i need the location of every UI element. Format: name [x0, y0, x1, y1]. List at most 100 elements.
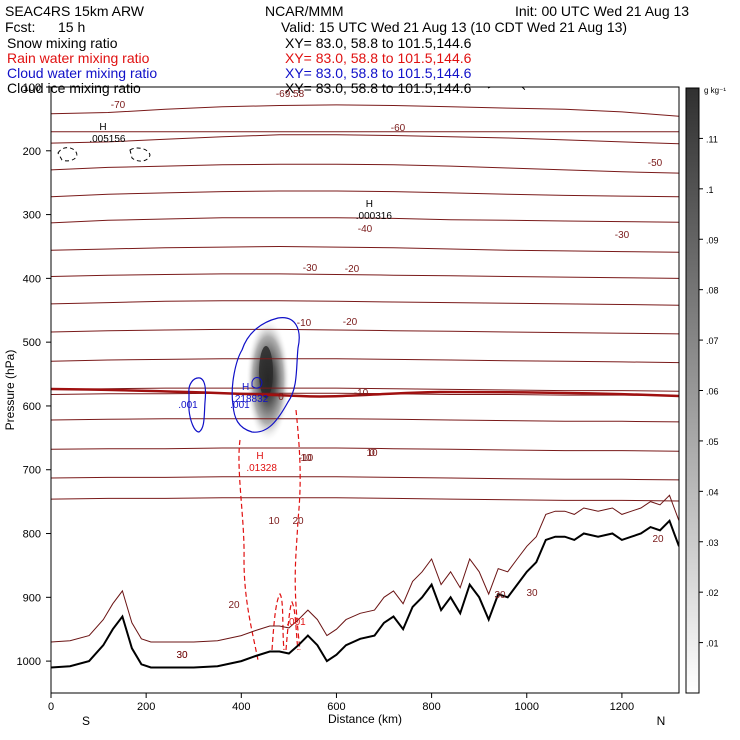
colorbar-tick-label: .08	[706, 286, 719, 296]
extremum-value: .005156	[89, 134, 126, 145]
rain-contour-lower-1	[271, 592, 285, 651]
field-name-cloud-ice: Cloud ice mixing ratio	[7, 80, 141, 96]
temperature-contour	[51, 387, 679, 392]
field-name-rain: Rain water mixing ratio	[7, 50, 150, 66]
freezing-level-line	[51, 387, 679, 398]
x-tick-label: 0	[48, 701, 54, 713]
colorbar-tick-label: .1	[706, 185, 714, 195]
y-tick-label: 300	[23, 210, 41, 222]
temperature-contour	[51, 392, 679, 397]
temperature-contour	[51, 217, 679, 224]
rain-contour-right	[294, 409, 301, 651]
cloud-ice-contour-3	[487, 87, 526, 91]
colorbar-tick-label: .07	[706, 336, 719, 346]
temperature-contour	[51, 300, 679, 306]
y-tick-label: 900	[23, 592, 41, 604]
y-tick-label: 400	[23, 273, 41, 285]
temperature-contour	[51, 104, 679, 117]
endpoint-left-label: S	[82, 714, 90, 728]
x-tick-label: 200	[137, 701, 155, 713]
colorbar-tick-label: .01	[706, 639, 719, 649]
extremum-value: .218832	[232, 394, 269, 405]
colorbar: g kg⁻¹ .01 .02 .03 .04 .05 .06 .07 .08 .09 .1 .11	[685, 86, 726, 694]
x-tick-label: 1200	[610, 701, 634, 713]
temperature-label: -69.58	[276, 89, 305, 100]
colorbar-tick-label: .09	[706, 235, 719, 245]
extremum-marker: H	[99, 122, 106, 133]
colorbar-ticks: .01 .02 .03 .04 .05 .06 .07 .08 .09 .1 .11	[699, 134, 719, 649]
temperature-label: 0	[369, 448, 375, 459]
field-xy-snow: XY= 83.0, 58.8 to 101.5,144.6	[285, 35, 472, 51]
x-axis-label: Distance (km)	[328, 712, 402, 726]
temperature-label: -40	[358, 224, 373, 235]
temperature-label: 30	[176, 650, 188, 661]
extremum-marker: H	[256, 451, 263, 462]
temperature-label: -30	[615, 230, 630, 241]
cloud-ice-contours	[57, 87, 526, 162]
temperature-label: -30	[303, 263, 318, 274]
colorbar-tick-label: .04	[706, 487, 719, 497]
temperature-contour	[51, 497, 679, 502]
temperature-label: 30	[176, 650, 188, 661]
center-name: NCAR/MMM	[265, 3, 344, 19]
x-tick-label: 400	[232, 701, 250, 713]
y-tick-label: 600	[23, 401, 41, 413]
terrain-line	[51, 518, 679, 669]
rain-water-contours	[238, 409, 301, 661]
x-tick-label: 600	[327, 701, 345, 713]
temperature-contour	[51, 418, 679, 423]
temperature-label: 20	[292, 516, 304, 527]
temperature-contour	[51, 190, 679, 198]
temperature-contour	[51, 328, 679, 335]
temperature-contours	[51, 104, 679, 502]
valid-time: Valid: 15 UTC Wed 21 Aug 13 (10 CDT Wed …	[281, 19, 628, 35]
cloud-ice-contour-2	[129, 147, 151, 162]
colorbar-tick-label: .11	[706, 134, 718, 144]
y-tick-label: 100	[23, 82, 41, 94]
temperature-label: -10	[299, 453, 314, 464]
y-axis: 100 200 300 400 500 600 700 800 900 1000	[17, 82, 51, 668]
x-tick-label: 1000	[515, 701, 539, 713]
snow-core	[259, 346, 273, 398]
temperature-label: 30	[494, 590, 506, 601]
temperature-label: 0	[278, 392, 284, 403]
terrain-upper-contour	[51, 494, 679, 643]
contour-labels: -70-69.58-60-50-40-30-30 -20-20-1010-10-1…	[111, 89, 664, 661]
rain-contour-left	[238, 439, 259, 661]
colorbar-gradient	[685, 87, 700, 694]
plot-frame	[50, 86, 680, 694]
model-name: SEAC4RS 15km ARW	[5, 3, 145, 19]
colorbar-tick-label: .02	[706, 588, 719, 598]
init-time: Init: 00 UTC Wed 21 Aug 13	[515, 3, 690, 19]
forecast-hour: 15 h	[58, 19, 86, 35]
temperature-label: -20	[345, 264, 360, 275]
temperature-label: 10	[268, 516, 280, 527]
temperature-contour	[51, 447, 679, 452]
cloud-water-label: .001	[230, 400, 250, 411]
y-tick-label: 800	[23, 529, 41, 541]
field-xy-rain: XY= 83.0, 58.8 to 101.5,144.6	[285, 50, 472, 66]
cloud-water-contour-small	[188, 377, 207, 433]
y-axis-label: Pressure (hPa)	[3, 350, 17, 431]
plot-area	[51, 87, 679, 669]
rain-contour-lower-2	[285, 600, 299, 651]
endpoint-right-label: N	[657, 714, 666, 728]
temperature-label: -50	[648, 158, 663, 169]
temperature-label: 10	[366, 448, 378, 459]
x-tick-label: 800	[422, 701, 440, 713]
cloud-water-label: .001	[178, 400, 198, 411]
temperature-contour	[51, 358, 679, 364]
temperature-contour	[51, 163, 679, 174]
y-tick-label: 200	[23, 146, 41, 158]
y-tick-label: 700	[23, 465, 41, 477]
field-xy-cloud-water: XY= 83.0, 58.8 to 101.5,144.6	[285, 65, 472, 81]
extremum-marker: H	[366, 199, 373, 210]
temperature-contour	[51, 273, 679, 279]
field-name-snow: Snow mixing ratio	[7, 35, 118, 51]
colorbar-tick-label: .05	[706, 437, 719, 447]
cloud-water-contour	[231, 317, 300, 433]
temperature-contour	[51, 476, 679, 481]
temperature-contour	[51, 245, 679, 253]
